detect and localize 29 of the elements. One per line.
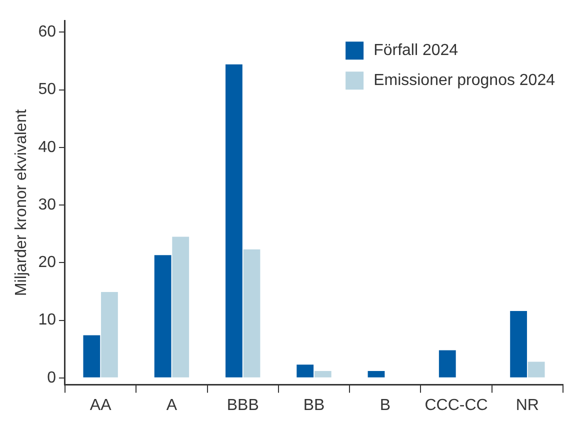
bar <box>296 364 314 378</box>
x-tick-label: NR <box>516 396 539 414</box>
x-tick-label: BBB <box>226 396 259 414</box>
bar <box>83 335 100 378</box>
legend-label: Emissioner prognos 2024 <box>374 72 556 90</box>
bar <box>101 292 118 378</box>
y-tick-label: 40 <box>38 138 56 156</box>
bar <box>528 362 545 378</box>
x-tick-label: A <box>166 396 178 414</box>
y-tick-label: 0 <box>47 369 56 386</box>
bar <box>438 350 456 378</box>
y-axis-title: Miljarder kronor ekvivalent <box>13 108 30 296</box>
bar <box>368 370 385 378</box>
x-tick-label: BB <box>303 396 325 414</box>
bar <box>510 311 527 378</box>
y-tick-label: 30 <box>38 196 56 214</box>
y-tick-label: 20 <box>38 254 56 272</box>
bar <box>243 249 260 378</box>
bar <box>314 370 332 378</box>
x-tick-label: B <box>380 396 390 414</box>
x-tick-label: AA <box>90 396 112 414</box>
x-tick-label: CCC-CC <box>424 396 488 414</box>
legend-label: Förfall 2024 <box>374 42 458 60</box>
y-tick-label: 50 <box>38 81 56 98</box>
bar <box>154 255 172 378</box>
y-tick-label: 10 <box>38 312 56 329</box>
bar <box>172 236 190 378</box>
bar <box>226 64 242 378</box>
y-tick-label: 60 <box>38 24 56 41</box>
